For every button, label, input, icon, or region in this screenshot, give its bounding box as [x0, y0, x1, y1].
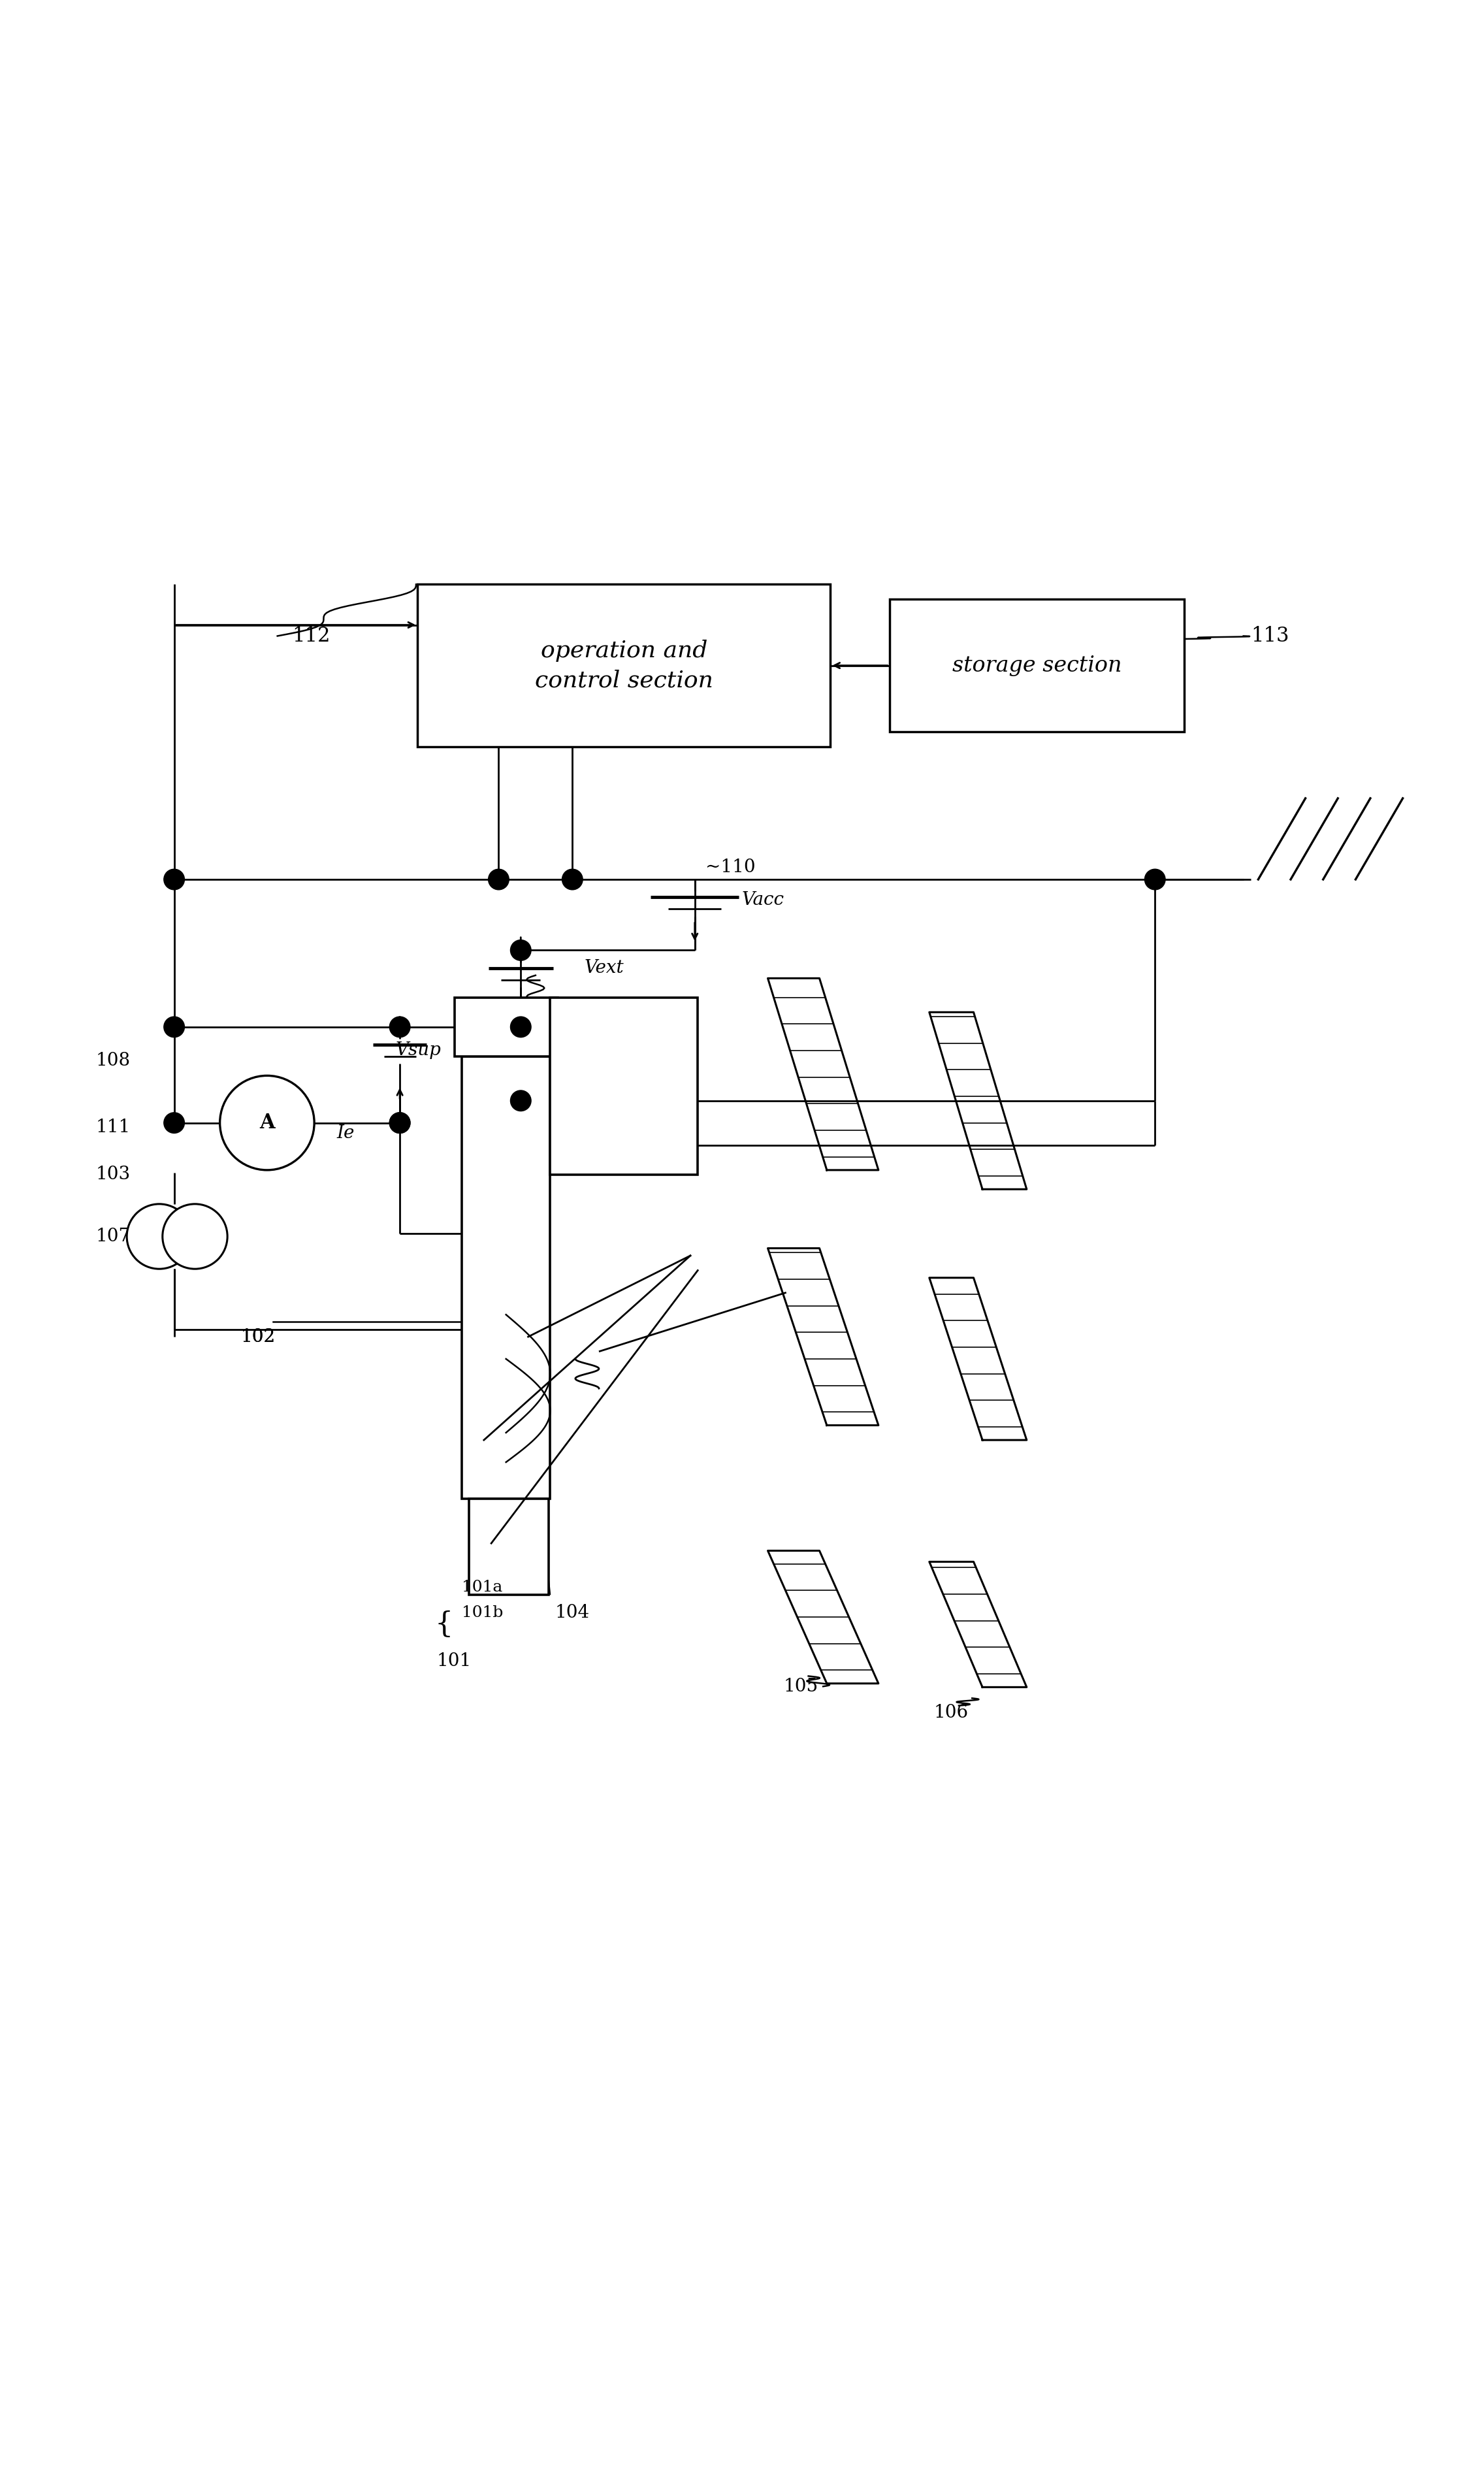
Text: 106: 106 [933, 1705, 969, 1722]
Circle shape [163, 868, 184, 891]
Bar [469, 1500, 549, 1596]
Circle shape [389, 1113, 410, 1132]
Text: 102: 102 [240, 1327, 275, 1345]
Text: Vsup: Vsup [395, 1041, 441, 1058]
Circle shape [163, 1113, 184, 1132]
Circle shape [220, 1076, 315, 1169]
Text: storage section: storage section [953, 656, 1122, 676]
Circle shape [389, 1113, 410, 1132]
Text: Vacc: Vacc [742, 891, 785, 908]
Bar [889, 599, 1184, 733]
Circle shape [562, 868, 583, 891]
Text: 109: 109 [543, 1021, 577, 1041]
Bar [417, 585, 831, 748]
Text: 102: 102 [240, 1327, 275, 1345]
Circle shape [510, 1016, 531, 1036]
Text: 101a: 101a [462, 1579, 503, 1596]
Text: ~110: ~110 [705, 859, 755, 876]
Text: 104: 104 [555, 1604, 589, 1621]
Text: 101: 101 [436, 1653, 472, 1670]
Text: 112: 112 [292, 627, 331, 646]
Circle shape [510, 1090, 531, 1110]
Bar [551, 997, 697, 1174]
Text: Ie: Ie [337, 1125, 355, 1142]
Circle shape [163, 1204, 227, 1268]
Text: 103: 103 [96, 1167, 131, 1184]
Circle shape [126, 1204, 191, 1268]
Text: Vext: Vext [585, 960, 623, 977]
Circle shape [389, 1016, 410, 1036]
Circle shape [488, 868, 509, 891]
Circle shape [510, 940, 531, 960]
Text: {: { [435, 1611, 453, 1638]
Text: 101b: 101b [462, 1606, 503, 1621]
Bar [462, 1056, 551, 1500]
Bar [454, 997, 558, 1056]
Text: 107: 107 [96, 1229, 131, 1246]
Text: 113: 113 [1251, 627, 1290, 646]
Text: 105: 105 [784, 1678, 818, 1695]
Text: 108: 108 [96, 1051, 131, 1071]
Text: operation and
control section: operation and control section [534, 639, 714, 691]
Circle shape [163, 1016, 184, 1036]
Circle shape [1144, 868, 1165, 891]
Text: A: A [260, 1113, 275, 1132]
Text: 111: 111 [96, 1118, 131, 1137]
